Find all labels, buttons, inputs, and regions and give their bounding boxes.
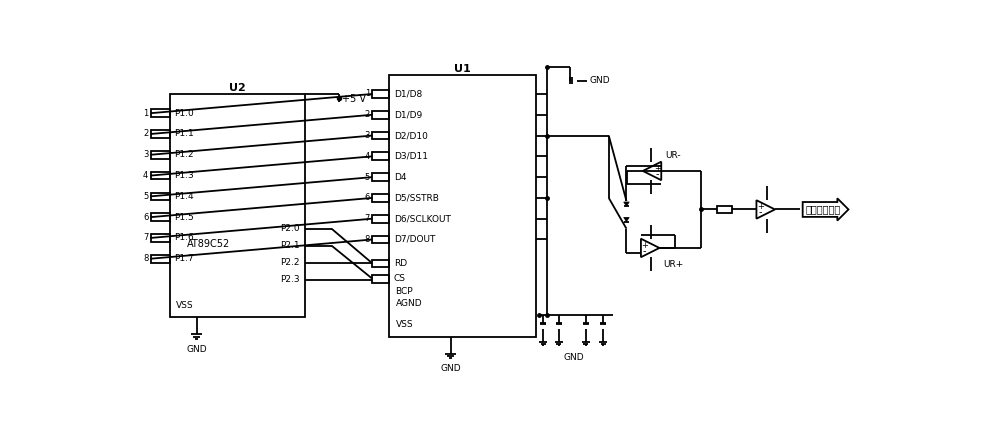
Bar: [151, 234, 170, 242]
Text: 5: 5: [365, 172, 370, 181]
Text: 1: 1: [365, 89, 370, 98]
Text: 7: 7: [143, 233, 148, 243]
Text: 3: 3: [143, 150, 148, 159]
Text: D6/SCLKOUT: D6/SCLKOUT: [394, 214, 451, 223]
Text: UR+: UR+: [663, 261, 684, 269]
Bar: [151, 109, 170, 117]
Bar: [372, 194, 389, 202]
Text: 2: 2: [365, 110, 370, 119]
Bar: [151, 193, 170, 200]
Text: BCP: BCP: [395, 287, 413, 296]
Bar: [372, 215, 389, 223]
Text: D5/SSTRB: D5/SSTRB: [394, 194, 439, 203]
Bar: [372, 90, 389, 98]
Text: 6: 6: [143, 213, 148, 221]
Text: GND: GND: [564, 353, 584, 362]
Text: -: -: [643, 246, 646, 256]
Bar: [372, 173, 389, 181]
Text: P2.3: P2.3: [280, 275, 300, 284]
Text: P1.4: P1.4: [174, 192, 194, 201]
Text: D3/D11: D3/D11: [394, 152, 428, 161]
Text: GND: GND: [590, 77, 610, 86]
Text: P1.6: P1.6: [174, 233, 194, 243]
Text: 4: 4: [143, 171, 148, 180]
Text: U2: U2: [229, 83, 246, 93]
Text: P1.5: P1.5: [174, 213, 194, 221]
Bar: [372, 153, 389, 160]
Text: D7/DOUT: D7/DOUT: [394, 235, 435, 244]
Bar: [170, 94, 305, 317]
Polygon shape: [624, 218, 629, 221]
Bar: [372, 275, 389, 283]
Text: 模拟信号输入: 模拟信号输入: [805, 204, 840, 215]
Text: VSS: VSS: [176, 301, 194, 310]
Bar: [717, 206, 732, 212]
Text: -: -: [758, 207, 762, 217]
Text: +: +: [757, 202, 764, 211]
Text: 5: 5: [143, 192, 148, 201]
Text: UR-: UR-: [665, 151, 681, 160]
Text: -: -: [656, 169, 659, 179]
Text: P1.7: P1.7: [174, 254, 194, 263]
Text: +: +: [641, 241, 648, 250]
Text: GND: GND: [186, 345, 207, 354]
Text: +: +: [654, 164, 661, 173]
Text: P1.1: P1.1: [174, 129, 194, 138]
Bar: [151, 130, 170, 138]
Text: P1.0: P1.0: [174, 109, 194, 118]
Text: P1.3: P1.3: [174, 171, 194, 180]
Bar: [372, 111, 389, 119]
Text: D1/D8: D1/D8: [394, 89, 422, 98]
Text: RD: RD: [394, 259, 407, 268]
Text: D2/D10: D2/D10: [394, 131, 428, 140]
Text: 8: 8: [365, 235, 370, 244]
Bar: [389, 75, 536, 337]
Bar: [372, 259, 389, 267]
Text: VSS: VSS: [395, 320, 413, 329]
Text: AGND: AGND: [395, 299, 422, 308]
Bar: [151, 255, 170, 263]
Text: P2.0: P2.0: [280, 224, 300, 233]
Text: U1: U1: [454, 64, 471, 74]
Text: 4: 4: [365, 152, 370, 161]
Bar: [151, 213, 170, 221]
Text: 7: 7: [365, 214, 370, 223]
Bar: [151, 172, 170, 179]
Polygon shape: [624, 202, 629, 206]
Bar: [372, 132, 389, 139]
Text: GND: GND: [441, 364, 461, 373]
Bar: [372, 236, 389, 243]
Text: P2.2: P2.2: [280, 258, 300, 267]
Text: D1/D9: D1/D9: [394, 110, 422, 119]
Text: 2: 2: [143, 129, 148, 138]
Text: 1: 1: [143, 109, 148, 118]
Text: 8: 8: [143, 254, 148, 263]
Text: 6: 6: [365, 194, 370, 203]
Text: CS: CS: [394, 274, 406, 283]
Bar: [151, 151, 170, 159]
Text: D4: D4: [394, 172, 406, 181]
Text: 3: 3: [365, 131, 370, 140]
Text: AT89C52: AT89C52: [187, 239, 230, 249]
Text: P2.1: P2.1: [280, 241, 300, 250]
Text: +5 V: +5 V: [342, 94, 366, 104]
Text: P1.2: P1.2: [174, 150, 194, 159]
